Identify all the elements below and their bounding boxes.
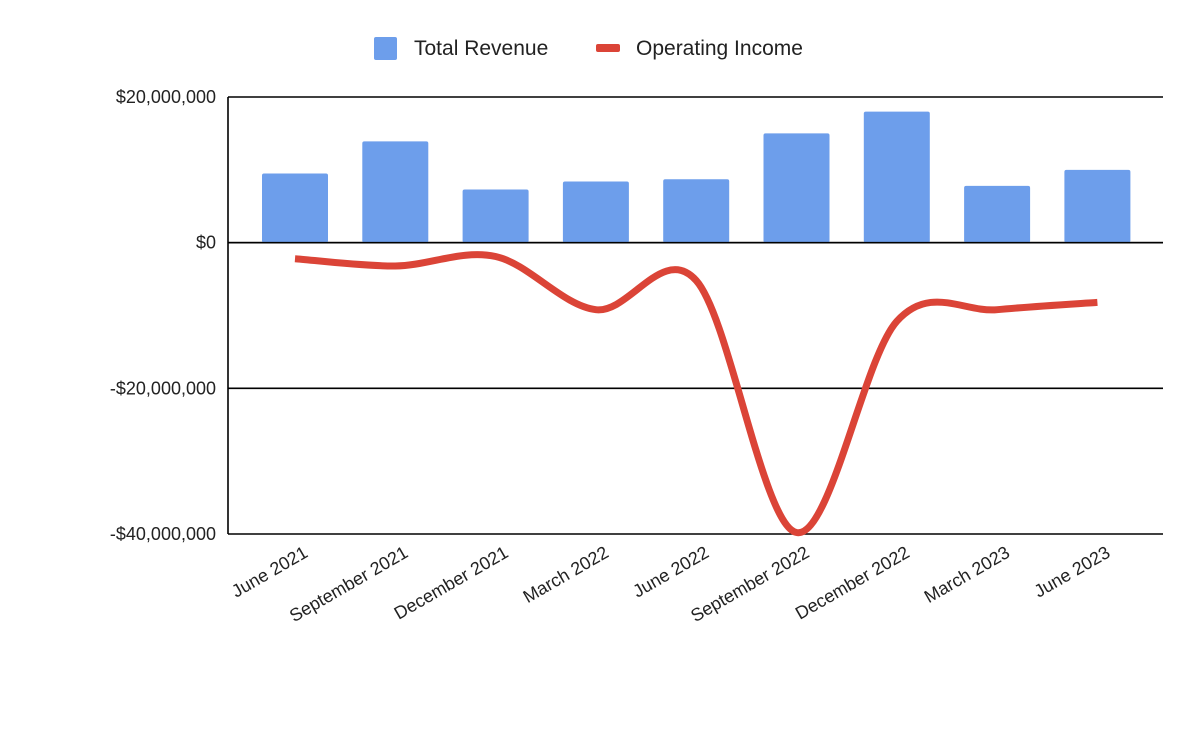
x-tick-label: June 2022	[629, 542, 712, 601]
y-tick-label: $20,000,000	[116, 87, 216, 107]
x-tick-label: March 2022	[520, 542, 612, 607]
legend-label-operating-income: Operating Income	[636, 37, 803, 60]
axes	[227, 97, 1163, 534]
x-tick-label: June 2023	[1031, 542, 1114, 601]
operating-income-line	[294, 251, 1098, 536]
operating-income-line-path	[294, 251, 1098, 536]
revenue-bar	[562, 181, 629, 243]
x-tick-label: June 2021	[228, 542, 311, 601]
x-tick-label: December 2021	[391, 542, 512, 623]
revenue-bar	[964, 185, 1031, 243]
legend: Total Revenue Operating Income	[374, 37, 803, 60]
revenue-bar	[362, 141, 429, 243]
revenue-bar	[663, 179, 730, 243]
revenue-bar	[262, 173, 328, 243]
legend-swatch-total-revenue	[374, 37, 397, 60]
revenue-bar	[1064, 169, 1131, 243]
legend-label-total-revenue: Total Revenue	[414, 37, 548, 60]
y-tick-label: -$20,000,000	[110, 378, 216, 398]
y-tick-label: $0	[196, 233, 216, 253]
y-tick-label: -$40,000,000	[110, 524, 216, 544]
x-tick-label: March 2023	[921, 542, 1013, 607]
revenue-bar	[462, 189, 529, 243]
revenue-bar	[763, 133, 830, 243]
revenue-bar	[863, 111, 930, 243]
y-axis-tick-labels: $20,000,000 $0 -$20,000,000 -$40,000,000	[110, 87, 216, 544]
revenue-bars	[262, 111, 1131, 243]
legend-swatch-operating-income	[596, 44, 620, 52]
x-tick-label: December 2022	[792, 542, 913, 623]
